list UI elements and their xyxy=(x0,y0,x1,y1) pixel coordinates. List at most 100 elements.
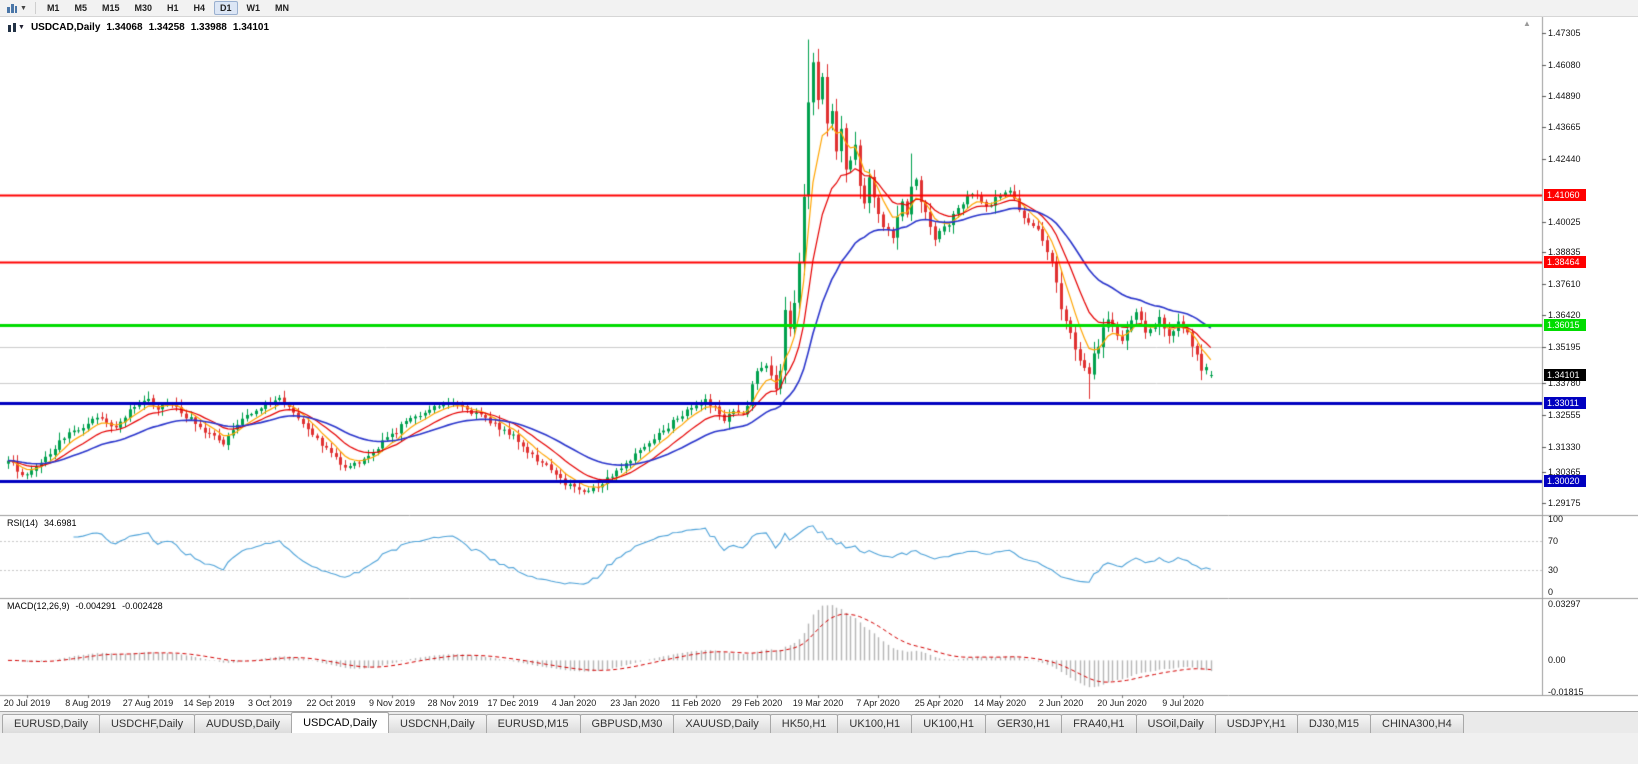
timeframe-button-h4[interactable]: H4 xyxy=(193,3,206,13)
price-tick-label: 1.32555 xyxy=(1548,410,1581,420)
macd-axis-label: -0.01815 xyxy=(1548,687,1584,697)
date-label: 27 Aug 2019 xyxy=(122,698,174,708)
rsi-axis-label: 100 xyxy=(1548,514,1564,524)
chart-tab[interactable]: FRA40,H1 xyxy=(1061,714,1137,733)
date-label: 14 Sep 2019 xyxy=(183,698,235,708)
rsi-indicator-name: RSI(14) xyxy=(7,518,39,528)
date-label: 17 Dec 2019 xyxy=(487,698,539,708)
chart-tab[interactable]: AUDUSD,Daily xyxy=(194,714,293,733)
timeframe-button-h1[interactable]: H1 xyxy=(167,3,179,13)
date-label: 14 May 2020 xyxy=(973,698,1027,708)
date-label: 29 Feb 2020 xyxy=(731,698,783,708)
rsi-value: 34.6981 xyxy=(44,518,77,528)
macd-indicator-name: MACD(12,26,9) xyxy=(7,601,70,611)
rsi-label: RSI(14) 34.6981 xyxy=(7,518,77,528)
rsi-axis-label: 0 xyxy=(1548,587,1554,597)
chevron-down-icon: ▼ xyxy=(20,4,27,12)
chart-tab[interactable]: DJ30,M15 xyxy=(1296,714,1371,733)
price-tick-label: 1.43665 xyxy=(1548,122,1581,132)
price-tick-label: 1.35195 xyxy=(1548,342,1581,352)
price-tick-label: 1.47305 xyxy=(1548,28,1581,38)
timeframe-buttons: M1 M5 M15 M30 H1 H4 D1 W1 MN xyxy=(41,1,295,15)
chevron-down-icon: ▼ xyxy=(18,24,25,31)
chart-tab[interactable]: USOil,Daily xyxy=(1135,714,1216,733)
timeframe-button-w1[interactable]: W1 xyxy=(246,3,261,13)
date-label: 23 Jan 2020 xyxy=(610,698,660,708)
date-label: 7 Apr 2020 xyxy=(856,698,900,708)
price-tick-label: 1.37610 xyxy=(1548,279,1581,289)
date-label: 22 Oct 2019 xyxy=(306,698,356,708)
chart-tabs-bar: EURUSD,Daily USDCHF,Daily AUDUSD,Daily USDC… xyxy=(0,711,1638,733)
macd-axis-label: 0.03297 xyxy=(1548,599,1581,609)
rsi-axis-label: 70 xyxy=(1548,536,1559,546)
price-line-tag: 1.33011 xyxy=(1544,397,1586,409)
chart-tab[interactable]: EURUSD,M15 xyxy=(485,714,581,733)
price-tick-label: 1.42440 xyxy=(1548,154,1581,164)
date-label: 9 Jul 2020 xyxy=(1162,698,1204,708)
date-label: 25 Apr 2020 xyxy=(914,698,964,708)
chart-tab[interactable]: USDJPY,H1 xyxy=(1214,714,1298,733)
price-tick-label: 1.36420 xyxy=(1548,310,1581,320)
rsi-axis-label: 30 xyxy=(1548,565,1559,575)
price-tick-label: 1.40025 xyxy=(1548,217,1581,227)
candle-icon xyxy=(8,22,16,32)
chart-tab[interactable]: UK100,H1 xyxy=(837,714,913,733)
macd-axis-label: 0.00 xyxy=(1548,655,1566,665)
date-label: 19 Mar 2020 xyxy=(792,698,844,708)
macd-label: MACD(12,26,9) -0.004291 -0.002428 xyxy=(7,601,163,611)
toolbar-separator xyxy=(34,2,36,14)
price-tick-label: 1.38835 xyxy=(1548,247,1581,257)
status-area xyxy=(0,733,1638,764)
bar-chart-icon xyxy=(7,3,17,13)
price-tick-label: 1.29175 xyxy=(1548,498,1581,508)
timeframe-button-d1[interactable]: D1 xyxy=(214,1,238,15)
date-label: 11 Feb 2020 xyxy=(671,698,721,708)
price-tick-label: 1.30365 xyxy=(1548,467,1581,477)
timeframe-button-m1[interactable]: M1 xyxy=(46,3,60,13)
ohlc-close: 1.34101 xyxy=(232,22,270,33)
date-label: 28 Nov 2019 xyxy=(427,698,479,708)
price-tick-label: 1.44890 xyxy=(1548,91,1581,101)
timeframe-button-m15[interactable]: M15 xyxy=(101,3,120,13)
date-label: 20 Jun 2020 xyxy=(1097,698,1147,708)
timeframe-button-m5[interactable]: M5 xyxy=(74,3,87,13)
timeframe-toolbar: ▼ M1 M5 M15 M30 H1 H4 D1 W1 MN xyxy=(0,0,1638,17)
price-line-tag: 1.38464 xyxy=(1544,256,1586,268)
chart-tab[interactable]: GBPUSD,M30 xyxy=(579,714,675,733)
current-price-tag: 1.34101 xyxy=(1544,369,1586,381)
date-label: 4 Jan 2020 xyxy=(551,698,597,708)
timeframe-button-mn[interactable]: MN xyxy=(275,3,290,13)
timeframe-button-m30[interactable]: M30 xyxy=(134,3,152,13)
date-label: 9 Nov 2019 xyxy=(368,698,416,708)
chart-windows-button[interactable]: ▼ xyxy=(3,1,30,16)
price-chart-canvas[interactable] xyxy=(0,17,1638,711)
price-line-tag: 1.41060 xyxy=(1544,189,1586,201)
chart-tab-active[interactable]: USDCAD,Daily xyxy=(291,712,390,733)
scroll-up-icon[interactable]: ▲ xyxy=(1523,19,1531,28)
chart-tab[interactable]: HK50,H1 xyxy=(769,714,839,733)
chart-tab[interactable]: UK100,H1 xyxy=(911,714,986,733)
date-label: 3 Oct 2019 xyxy=(247,698,293,708)
chart-tab[interactable]: USDCNH,Daily xyxy=(388,714,487,733)
price-line-tag: 1.30020 xyxy=(1544,475,1586,487)
price-tick-label: 1.46080 xyxy=(1548,60,1581,70)
price-tick-label: 1.31330 xyxy=(1548,442,1581,452)
ohlc-open: 1.34068 xyxy=(106,22,143,33)
date-label: 20 Jul 2019 xyxy=(3,698,51,708)
macd-signal-value: -0.002428 xyxy=(122,601,163,611)
chart-tab[interactable]: XAUUSD,Daily xyxy=(673,714,771,733)
chart-tab[interactable]: CHINA300,H4 xyxy=(1370,714,1464,733)
chart-area: ▼ USDCAD,Daily 1.34068 1.34258 1.33988 1… xyxy=(0,17,1638,711)
ohlc-low: 1.33988 xyxy=(190,22,227,33)
ohlc-high: 1.34258 xyxy=(148,22,185,33)
chart-title: ▼ USDCAD,Daily 1.34068 1.34258 1.33988 1… xyxy=(7,22,269,33)
chart-menu-icon[interactable]: ▼ xyxy=(7,22,25,33)
price-line-tag: 1.36015 xyxy=(1544,319,1586,331)
date-label: 2 Jun 2020 xyxy=(1038,698,1084,708)
chart-tab[interactable]: GER30,H1 xyxy=(984,714,1063,733)
chart-tab[interactable]: USDCHF,Daily xyxy=(98,714,196,733)
macd-main-value: -0.004291 xyxy=(75,601,117,611)
date-label: 8 Aug 2019 xyxy=(65,698,111,708)
chart-tab[interactable]: EURUSD,Daily xyxy=(2,714,100,733)
